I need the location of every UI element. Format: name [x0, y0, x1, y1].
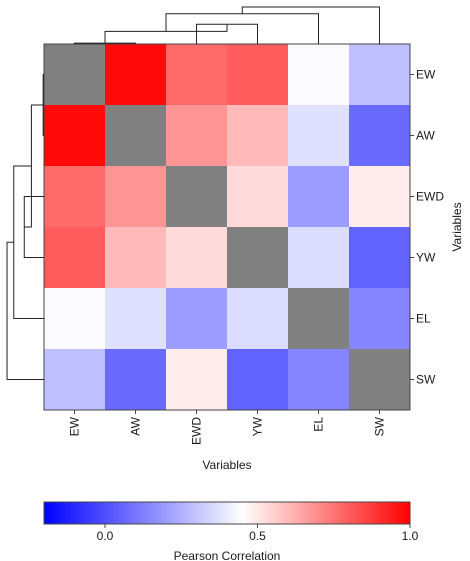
heatmap-cell-SW-YW [227, 349, 289, 411]
heatmap-cell-EW-EWD [166, 44, 228, 106]
heatmap-cell-EW-EW [44, 44, 106, 106]
y-tick-label: EL [416, 312, 431, 326]
y-tick-label: EW [416, 68, 436, 82]
heatmap-cell-EWD-AW [105, 166, 167, 228]
x-tick-label: EWD [190, 417, 204, 445]
top-dendrogram-link [165, 13, 319, 44]
heatmap-cell-EL-EL [288, 288, 350, 350]
heatmap-cell-EWD-EW [44, 166, 106, 228]
left-dendrogram-link [13, 165, 44, 319]
y-tick-label: EWD [416, 190, 444, 204]
heatmap-cell-EL-SW [349, 288, 411, 350]
y-tick-labels: EW AW EWD YW EL SW [410, 68, 444, 387]
heatmap-cell-YW-EW [44, 227, 106, 289]
heatmap-cell-AW-EWD [166, 105, 228, 167]
heatmap-cell-EW-SW [349, 44, 411, 106]
top-dendrogram [74, 6, 380, 44]
heatmap-cell-AW-AW [105, 105, 167, 167]
heatmap-cell-YW-AW [105, 227, 167, 289]
colorbar [43, 501, 411, 525]
y-axis-label: Variables [450, 202, 464, 251]
heatmap-cell-SW-EW [44, 349, 106, 411]
y-tick-label: YW [416, 251, 436, 265]
heatmap-cell-YW-SW [349, 227, 411, 289]
heatmap-cell-EL-EW [44, 288, 106, 350]
heatmap-cell-AW-EW [44, 105, 106, 167]
heatmap-cell-EW-YW [227, 44, 289, 106]
colorbar-ticks: 0.0 0.5 1.0 [97, 524, 419, 543]
heatmap-cell-AW-YW [227, 105, 289, 167]
heatmap-cell-EL-AW [105, 288, 167, 350]
colorbar-tick-label: 0.0 [97, 529, 114, 543]
heatmap-cell-EW-EL [288, 44, 350, 106]
y-tick-label: AW [416, 129, 436, 143]
heatmap-cell-EWD-EWD [166, 166, 228, 228]
heatmap-cell-YW-EL [288, 227, 350, 289]
heatmap-cell-YW-EWD [166, 227, 228, 289]
x-tick-label: YW [251, 416, 265, 436]
x-tick-label: EW [68, 416, 82, 436]
heatmap-cell-SW-AW [105, 349, 167, 411]
heatmap-cell-EWD-EL [288, 166, 350, 228]
heatmap-cells [44, 44, 411, 411]
heatmap-cell-EL-YW [227, 288, 289, 350]
heatmap-cell-AW-SW [349, 105, 411, 167]
colorbar-tick-label: 0.5 [249, 529, 266, 543]
heatmap-frame [43, 43, 411, 411]
heatmap-cell-SW-EWD [166, 349, 228, 411]
x-tick-label: SW [373, 416, 387, 436]
x-tick-labels: EW AW EWD YW EL SW [68, 410, 387, 445]
x-tick-label: AW [129, 416, 143, 436]
left-dendrogram-link [6, 241, 44, 380]
x-axis-label: Variables [202, 458, 251, 472]
x-tick-label: EL [312, 417, 326, 432]
heatmap-cell-EW-AW [105, 44, 167, 106]
heatmap-cell-EWD-SW [349, 166, 411, 228]
heatmap-cell-SW-EL [288, 349, 350, 411]
top-dendrogram-link [241, 6, 380, 44]
colorbar-label: Pearson Correlation [174, 549, 281, 561]
heatmap-cell-EWD-YW [227, 166, 289, 228]
heatmap-cell-EL-EWD [166, 288, 228, 350]
heatmap-cell-SW-SW [349, 349, 411, 411]
colorbar-tick-label: 1.0 [402, 529, 419, 543]
left-dendrogram [6, 74, 44, 380]
y-tick-label: SW [416, 373, 436, 387]
heatmap-cell-AW-EL [288, 105, 350, 167]
heatmap-cell-YW-YW [227, 227, 289, 289]
